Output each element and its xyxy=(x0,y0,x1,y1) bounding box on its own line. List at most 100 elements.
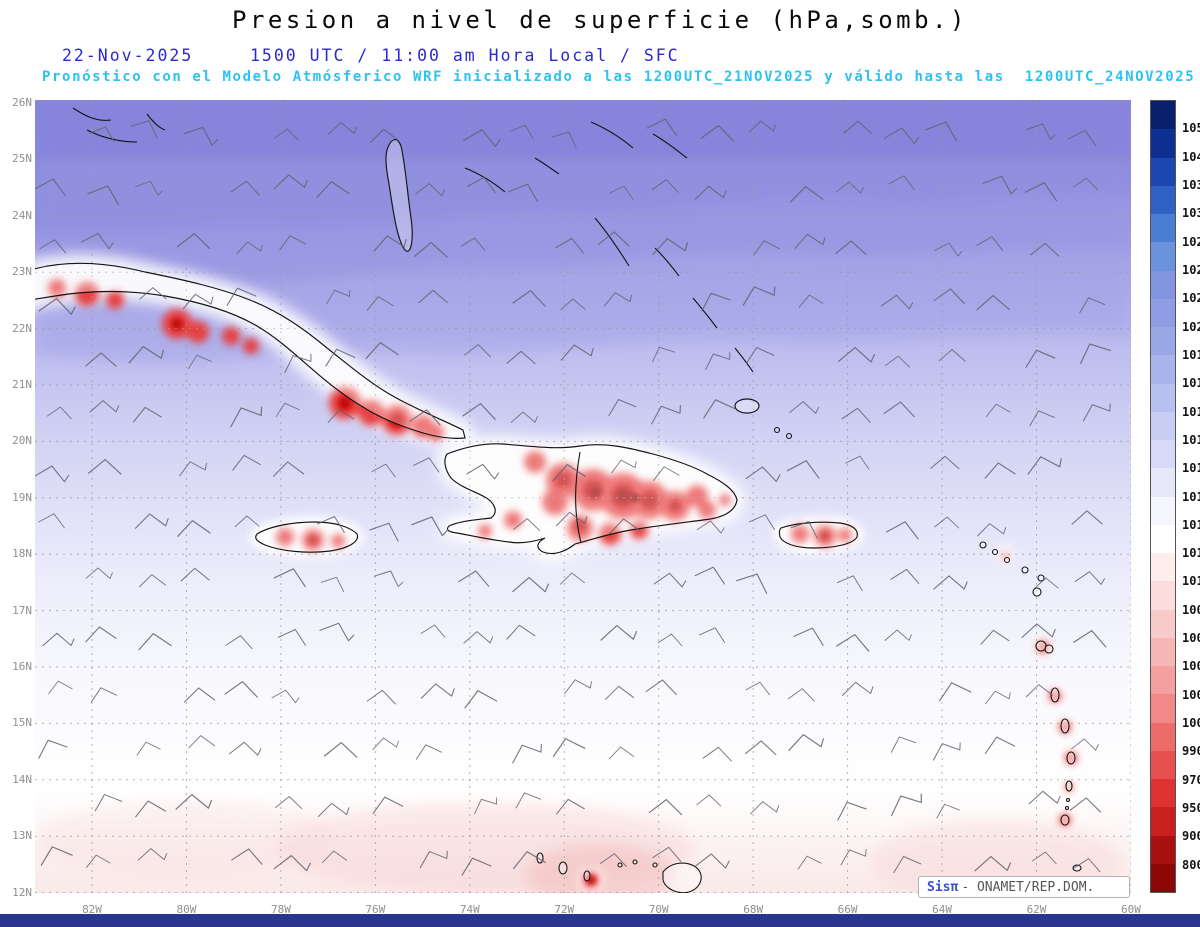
wind-barb xyxy=(604,685,635,700)
colorbar-label: 990 xyxy=(1182,744,1200,759)
valid-time: 1500 UTC / 11:00 am Hora Local / SFC xyxy=(250,46,680,65)
wind-barb xyxy=(985,690,1011,705)
wind-barb xyxy=(322,850,347,863)
lat-label: 26N xyxy=(12,96,32,109)
wind-barb xyxy=(48,680,73,695)
cuba-coastline xyxy=(29,262,466,439)
wind-barb xyxy=(1079,297,1106,314)
wind-barb xyxy=(273,174,308,190)
wind-barb xyxy=(790,521,818,539)
wind-barb xyxy=(745,466,781,483)
wind-barb xyxy=(462,403,496,420)
wind-barb xyxy=(977,523,1007,537)
wind-barb xyxy=(460,237,486,251)
wind-barb xyxy=(134,513,169,529)
wind-barb xyxy=(794,233,826,249)
wind-barb xyxy=(1021,623,1056,638)
colorbar-cell xyxy=(1151,129,1175,158)
wind-barb xyxy=(319,622,355,642)
wind-barb xyxy=(694,853,730,869)
wind-barb xyxy=(883,401,915,418)
wind-barb xyxy=(323,742,358,758)
wind-barb xyxy=(797,855,822,870)
valid-date: 22-Nov-2025 xyxy=(62,46,194,65)
wind-barb xyxy=(279,235,306,251)
colorbar-label: 1008 xyxy=(1182,602,1200,617)
wind-barb xyxy=(420,624,446,638)
colorbar-label: 1012 xyxy=(1182,546,1200,561)
wind-barb xyxy=(556,798,585,815)
wind-barb xyxy=(599,853,627,867)
wind-barb xyxy=(984,462,1016,479)
wind-barb xyxy=(81,232,114,250)
colorbar-cell xyxy=(1151,694,1175,723)
wind-barb xyxy=(179,461,207,477)
colorbar-label: 1025 xyxy=(1182,262,1200,277)
wind-barb xyxy=(183,126,219,146)
wind-barb xyxy=(420,683,455,699)
wind-barb xyxy=(461,857,492,876)
wind-barb xyxy=(884,127,920,145)
wind-barb xyxy=(234,515,260,528)
wind-barb xyxy=(925,121,958,142)
watermark: Sisπ - ONAMET/REP.DOM. xyxy=(918,876,1130,898)
colorbar-label: 900 xyxy=(1182,829,1200,844)
wind-barb xyxy=(325,348,356,367)
wind-barb xyxy=(1071,510,1103,525)
wind-barb xyxy=(273,568,306,588)
colorbar-cell xyxy=(1151,355,1175,384)
wind-barb xyxy=(1069,797,1102,813)
wind-barb xyxy=(372,796,404,814)
wind-barb xyxy=(787,688,815,702)
wind-barb xyxy=(38,739,68,759)
lat-label: 22N xyxy=(12,321,32,335)
colorbar-cell xyxy=(1151,185,1175,214)
wind-barb xyxy=(609,746,634,759)
wind-barb xyxy=(974,856,1012,872)
wind-barb xyxy=(1025,349,1056,368)
wind-barb xyxy=(176,233,211,250)
lon-label: 64W xyxy=(932,903,952,916)
wind-barb xyxy=(513,518,541,532)
wind-barb xyxy=(373,235,407,252)
wind-barb xyxy=(696,794,722,807)
wind-barb xyxy=(316,515,345,533)
wind-barb xyxy=(366,689,396,705)
wind-barb xyxy=(515,792,542,809)
wind-barb xyxy=(985,403,1011,417)
wind-barb xyxy=(409,409,441,426)
wind-barb xyxy=(699,627,726,643)
wind-barb xyxy=(419,850,448,869)
wind-barb xyxy=(275,796,303,810)
colorbar-label: 1015 xyxy=(1182,461,1200,476)
wind-barb xyxy=(415,183,446,197)
colorbar-cell xyxy=(1151,524,1175,553)
wind-barb xyxy=(652,846,682,862)
wind-barb xyxy=(1033,577,1059,590)
wind-barb xyxy=(225,635,253,650)
wind-barb xyxy=(645,679,677,696)
wind-barb xyxy=(976,295,1010,311)
wind-barb xyxy=(885,355,910,368)
wind-barb xyxy=(653,572,687,588)
wind-barb xyxy=(936,803,960,819)
pressure-map-svg xyxy=(21,100,1132,907)
lat-label: 15N xyxy=(12,716,32,730)
wind-barb xyxy=(464,690,498,709)
wind-barb xyxy=(138,633,172,651)
inagua-coastline xyxy=(734,398,760,414)
wind-barb xyxy=(934,242,963,257)
colorbar-cell xyxy=(1151,835,1175,864)
wind-barb xyxy=(512,290,546,307)
wind-barb xyxy=(411,516,449,537)
wind-barb xyxy=(87,459,122,475)
wind-barb xyxy=(321,576,345,592)
wind-barb xyxy=(137,848,168,861)
wind-barb xyxy=(788,734,825,752)
wind-barb xyxy=(793,627,824,646)
map-canvas xyxy=(21,100,1132,907)
wind-barbs xyxy=(34,118,1111,876)
wind-barb xyxy=(646,118,678,137)
colorbar-label: 1040 xyxy=(1182,149,1200,164)
colorbar-cell xyxy=(1151,383,1175,412)
